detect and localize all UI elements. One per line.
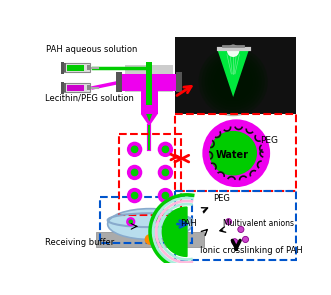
Circle shape [238, 226, 244, 232]
Circle shape [126, 217, 135, 226]
Circle shape [165, 220, 174, 230]
Circle shape [220, 68, 246, 95]
Bar [61, 62, 64, 74]
Ellipse shape [209, 131, 257, 176]
Bar [119, 74, 179, 91]
Circle shape [214, 62, 253, 101]
Bar [146, 62, 152, 105]
Circle shape [131, 145, 138, 153]
Circle shape [227, 45, 239, 57]
Bar [116, 72, 122, 92]
Circle shape [162, 145, 169, 153]
Text: Multivalent anions: Multivalent anions [223, 219, 294, 228]
Circle shape [145, 234, 155, 245]
Bar [61, 63, 66, 72]
Text: Ionic crosslinking of PAH: Ionic crosslinking of PAH [200, 246, 303, 255]
Circle shape [128, 219, 133, 224]
Bar [119, 134, 181, 215]
Circle shape [131, 169, 138, 176]
Circle shape [162, 169, 169, 176]
Bar [64, 83, 90, 92]
Text: Water: Water [216, 150, 249, 160]
Circle shape [167, 222, 171, 227]
Text: PAH: PAH [180, 219, 197, 228]
Bar [87, 86, 91, 90]
Circle shape [127, 165, 142, 180]
Bar [176, 72, 182, 92]
Text: Receiving buffer: Receiving buffer [44, 238, 114, 247]
Polygon shape [162, 207, 187, 256]
Bar [67, 65, 84, 71]
Bar [175, 191, 296, 260]
Circle shape [202, 119, 270, 187]
Circle shape [131, 192, 138, 199]
Bar [100, 197, 192, 243]
Bar [141, 91, 158, 114]
Circle shape [202, 50, 265, 113]
Bar [175, 114, 296, 191]
Circle shape [208, 56, 259, 107]
Bar [67, 85, 84, 91]
Text: Lecithin/PEG solution: Lecithin/PEG solution [44, 94, 133, 103]
Bar [96, 232, 204, 247]
Bar [61, 83, 66, 92]
Circle shape [158, 165, 173, 180]
Polygon shape [141, 114, 158, 126]
Circle shape [152, 214, 161, 223]
Ellipse shape [108, 209, 192, 240]
Circle shape [162, 192, 169, 199]
Bar [175, 37, 296, 114]
Text: PAH aqueous solution: PAH aqueous solution [46, 45, 137, 54]
Polygon shape [218, 51, 249, 97]
Circle shape [225, 219, 232, 225]
Circle shape [158, 188, 173, 203]
Bar [87, 65, 91, 70]
Circle shape [205, 53, 261, 110]
Circle shape [199, 47, 268, 116]
Polygon shape [146, 114, 152, 122]
Bar [61, 82, 64, 94]
Circle shape [154, 216, 159, 221]
Bar [125, 65, 173, 92]
Text: PEG: PEG [260, 136, 278, 145]
Circle shape [211, 59, 256, 104]
Text: PEG: PEG [213, 194, 230, 203]
Bar [64, 63, 90, 72]
Circle shape [242, 236, 249, 242]
Circle shape [127, 188, 142, 203]
Circle shape [127, 142, 142, 157]
Circle shape [232, 239, 238, 245]
Circle shape [158, 142, 173, 157]
Circle shape [217, 65, 249, 98]
